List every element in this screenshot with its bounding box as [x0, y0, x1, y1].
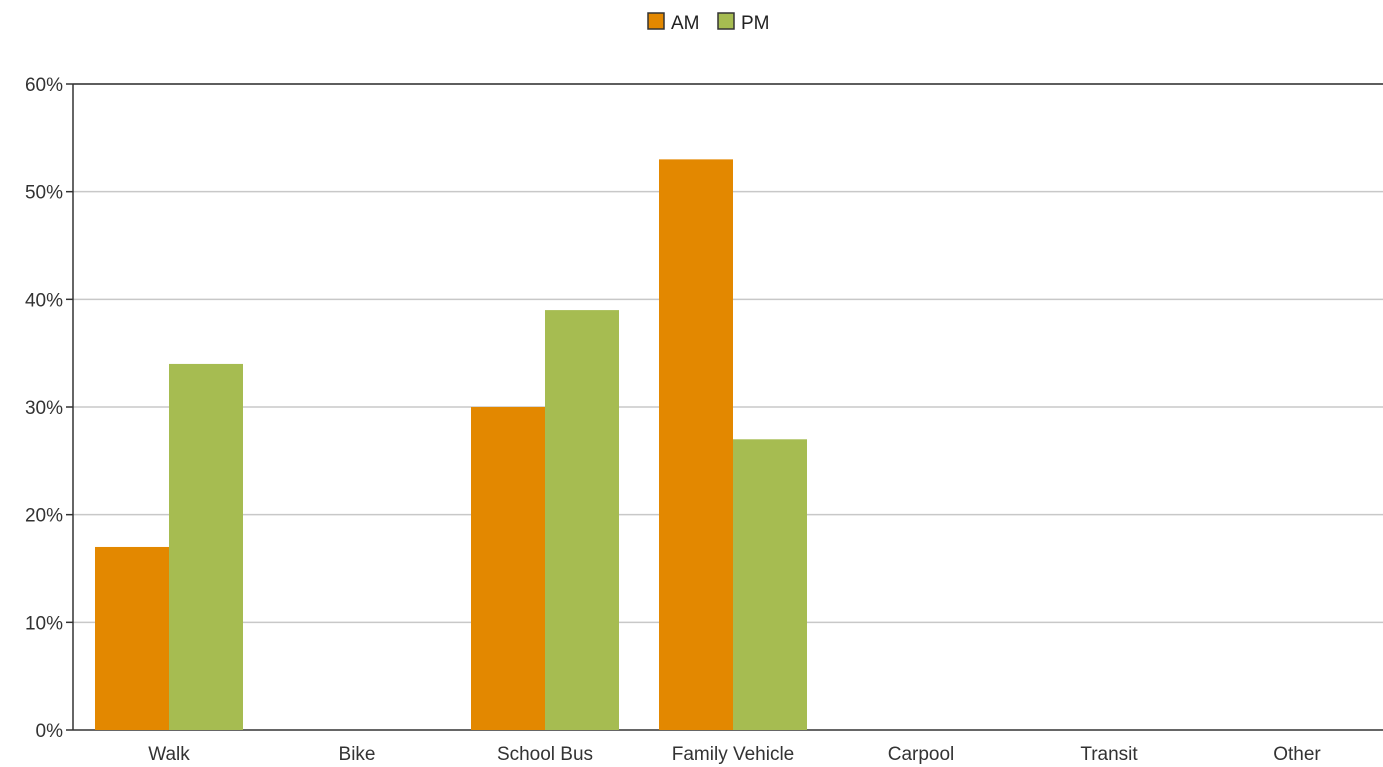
- y-tick-label: 0%: [36, 721, 64, 742]
- legend-label-am: AM: [671, 13, 700, 34]
- chart-legend: AM PM: [647, 12, 770, 34]
- x-tick-label: Other: [1273, 744, 1321, 765]
- bar-am: [471, 407, 545, 730]
- x-axis: Walk Bike School Bus Family Vehicle Carpool T…: [73, 729, 1383, 765]
- bar-pm: [169, 363, 243, 730]
- y-tick-label: 50%: [25, 183, 63, 204]
- y-axis: 0% 10% 20% 30% 40% 50% 60%: [25, 75, 74, 742]
- y-tick-label: 20%: [25, 506, 63, 527]
- y-tick-label: 40%: [25, 290, 63, 311]
- bar-pm: [733, 439, 807, 730]
- y-tick-label: 30%: [25, 398, 63, 419]
- x-tick-label: Walk: [148, 744, 190, 765]
- bar-am: [95, 546, 169, 730]
- x-tick-label: Transit: [1080, 744, 1138, 765]
- legend-label-pm: PM: [741, 13, 770, 34]
- bar-pm: [545, 310, 619, 730]
- x-tick-label: Family Vehicle: [672, 744, 795, 765]
- x-tick-label: School Bus: [497, 744, 593, 765]
- x-tick-label: Carpool: [888, 744, 955, 765]
- bar-am: [659, 159, 733, 730]
- y-tick-label: 10%: [25, 613, 63, 634]
- legend-swatch-am: [647, 12, 665, 30]
- y-tick-label: 60%: [25, 75, 63, 96]
- bar-series-group: [95, 159, 807, 730]
- legend-swatch-pm: [717, 12, 735, 30]
- x-tick-label: Bike: [339, 744, 376, 765]
